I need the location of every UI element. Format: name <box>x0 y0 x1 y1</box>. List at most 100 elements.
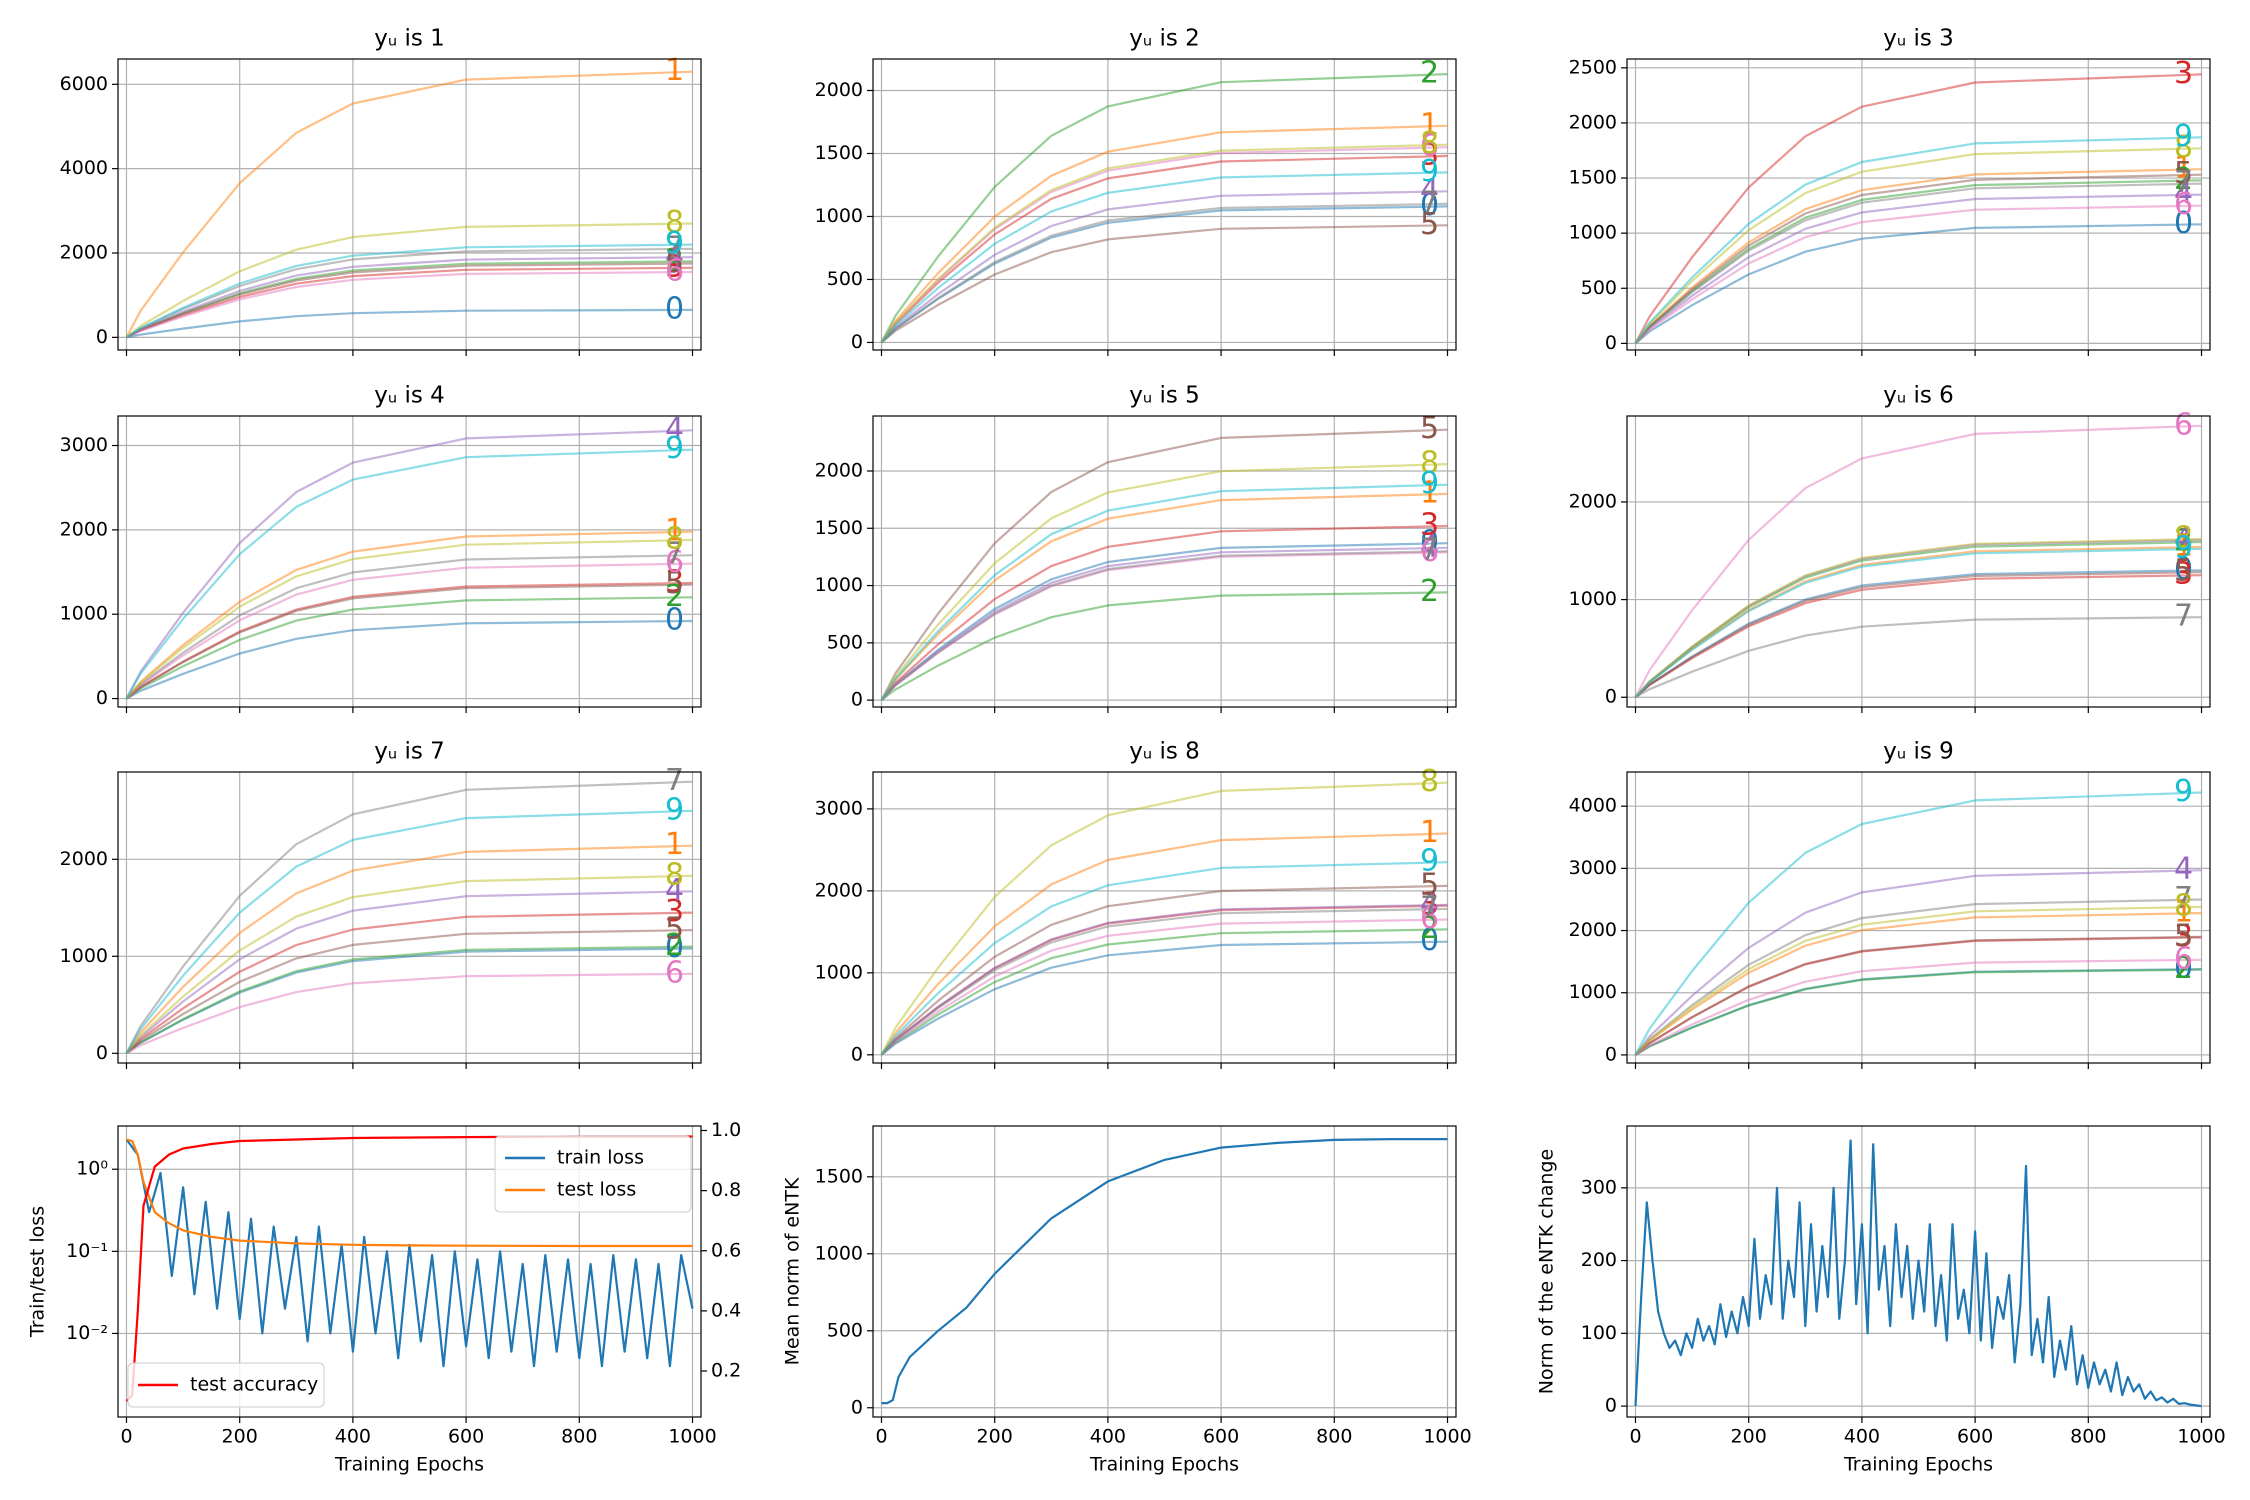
end-label: 8 <box>1420 126 1439 161</box>
series-line <box>125 929 693 1055</box>
end-label: 3 <box>1420 138 1439 173</box>
x-tick-label: 400 <box>335 1426 371 1448</box>
series-line <box>880 224 1448 344</box>
end-label: 5 <box>2174 156 2193 191</box>
series-line <box>126 1138 693 1248</box>
chart-title: yᵤ is 2 <box>1129 26 1200 52</box>
y-tick-label: 500 <box>827 1319 863 1341</box>
end-label: 6 <box>665 253 684 288</box>
series-line <box>1634 936 2202 1056</box>
chart-title: yᵤ is 8 <box>1129 739 1200 765</box>
series-line <box>1634 547 2202 698</box>
end-label: 1 <box>665 513 684 548</box>
end-label: 9 <box>1420 844 1439 879</box>
plot-area <box>880 781 1448 1056</box>
series-line <box>880 463 1448 701</box>
end-label: 4 <box>1420 529 1439 564</box>
end-label: 5 <box>665 566 684 601</box>
end-label: 8 <box>665 521 684 556</box>
chart-title: yᵤ is 4 <box>374 383 445 409</box>
series-line <box>1634 540 2202 698</box>
y-axis-label: Norm of the eNTK change <box>1536 1149 1558 1394</box>
series-line <box>125 596 693 700</box>
series-line <box>1634 905 2202 1056</box>
series-line <box>1634 193 2202 345</box>
end-label: 1 <box>2174 151 2193 186</box>
end-label: 4 <box>1420 886 1439 921</box>
plot-area <box>125 429 693 700</box>
series-line <box>880 907 1448 1056</box>
chart-title: yᵤ is 3 <box>1883 26 1954 52</box>
end-label: 8 <box>2174 888 2193 923</box>
end-label: 9 <box>665 431 684 466</box>
y-tick-label: 1000 <box>1569 981 1617 1003</box>
series-line <box>880 940 1448 1056</box>
y-tick-label: 0 <box>851 1396 863 1418</box>
series-line <box>125 780 693 1054</box>
series-line <box>880 483 1448 701</box>
y-tick-label: 0 <box>1605 686 1617 708</box>
plot-area <box>881 1138 1448 1405</box>
x-tick-label: 600 <box>1957 1426 1993 1448</box>
x-tick-label: 800 <box>2070 1426 2106 1448</box>
end-label: 8 <box>1420 446 1439 481</box>
end-label: 8 <box>1420 764 1439 799</box>
y-tick-label: 1500 <box>1569 167 1617 189</box>
end-label: 3 <box>2174 557 2193 592</box>
plot-area <box>125 780 693 1055</box>
series-line <box>125 911 693 1055</box>
y-tick-label: 2000 <box>1569 490 1617 512</box>
y-tick-label: 0 <box>96 326 108 348</box>
end-label: 7 <box>665 537 684 572</box>
series-line <box>125 581 693 700</box>
end-label: 7 <box>2174 599 2193 634</box>
x-tick-label: 800 <box>1316 1426 1352 1448</box>
axes-frame <box>1626 771 2211 1064</box>
x-tick-label: 600 <box>1203 1426 1239 1448</box>
axes: 0 500 1000 1500 2000 0 1 2 34 5 67 89 yᵤ is 5 <box>815 383 1457 713</box>
y-tick-label: 0 <box>851 1043 863 1065</box>
y-tick-label: 0 <box>851 689 863 711</box>
axes-frame <box>117 771 702 1064</box>
end-label: 9 <box>665 226 684 261</box>
end-label: 0 <box>1420 923 1439 958</box>
axes-frame <box>117 58 702 351</box>
y-tick-label: 1000 <box>815 1242 863 1264</box>
series-line <box>1634 571 2202 699</box>
legend-label: test loss <box>557 1179 636 1201</box>
end-label: 4 <box>2174 176 2193 211</box>
series-line <box>880 551 1448 701</box>
series-line <box>125 874 693 1054</box>
y-tick-label: 2000 <box>815 879 863 901</box>
legend-label: test accuracy <box>190 1374 318 1396</box>
legend-label: train loss <box>557 1147 644 1169</box>
x-tick-label: 600 <box>448 1426 484 1448</box>
series-line <box>880 73 1448 343</box>
series-line <box>125 70 693 338</box>
axes-frame <box>872 1125 1457 1418</box>
series-line <box>1634 73 2202 344</box>
axes-frame <box>872 415 1457 708</box>
end-label: 3 <box>665 249 684 284</box>
end-label: 5 <box>2174 554 2193 589</box>
end-label: 0 <box>1420 525 1439 560</box>
end-label: 3 <box>2174 919 2193 954</box>
x-tick-label: 1000 <box>2177 1426 2225 1448</box>
end-label: 3 <box>1420 887 1439 922</box>
y-tick-label: 4000 <box>60 157 108 179</box>
x-tick-label: 200 <box>222 1426 258 1448</box>
series-line <box>125 972 693 1055</box>
end-label: 7 <box>1420 185 1439 220</box>
end-label: 0 <box>665 602 684 637</box>
end-label: 2 <box>2174 951 2193 986</box>
series-line <box>1634 574 2202 699</box>
end-label: 6 <box>1420 901 1439 936</box>
series-line <box>1634 569 2202 699</box>
end-label: 7 <box>1420 533 1439 568</box>
end-label: 5 <box>1420 411 1439 446</box>
y-tick-label: 1000 <box>1569 588 1617 610</box>
end-label: 2 <box>1420 56 1439 91</box>
end-label: 2 <box>1420 911 1439 946</box>
axes: 0 200 400 600 800 1000 0 500 1000 1500 Training Ep… <box>782 1125 1472 1476</box>
